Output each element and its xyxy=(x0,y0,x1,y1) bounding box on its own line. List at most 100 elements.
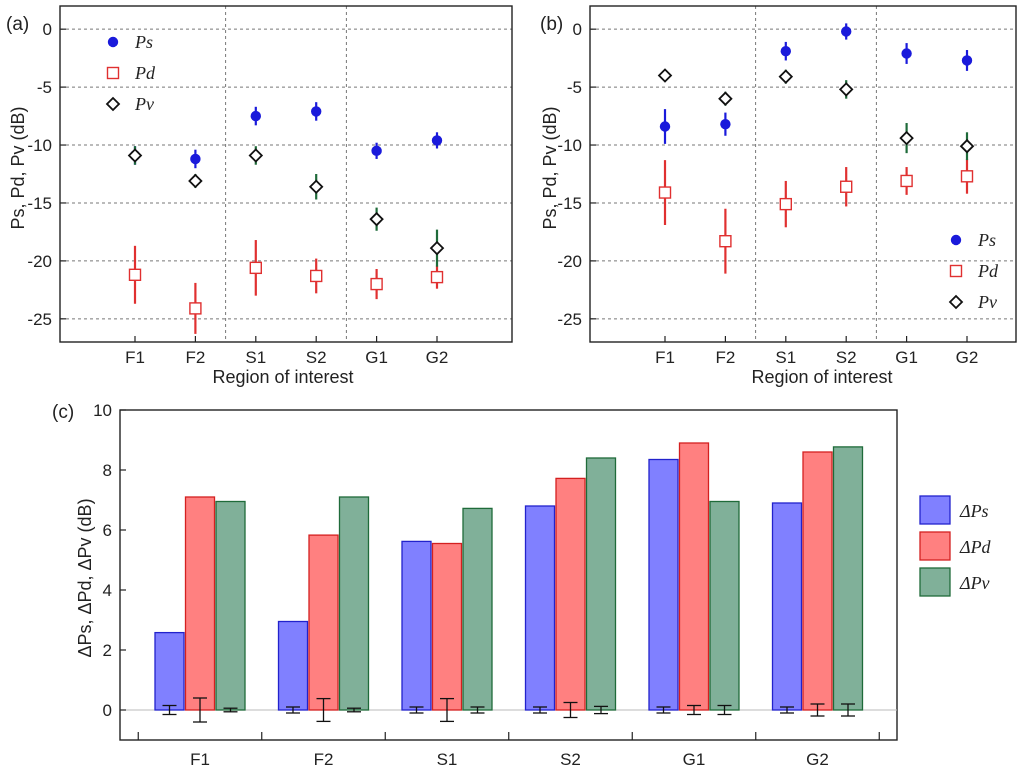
bar-delta-pd xyxy=(678,442,710,711)
data-point-pd xyxy=(960,170,974,183)
legend-marker-pv xyxy=(105,96,121,112)
panel-b-xlabel: Region of interest xyxy=(751,367,892,387)
ytick-label: -25 xyxy=(557,310,582,329)
xtick-label: S2 xyxy=(306,348,327,367)
data-point-pv xyxy=(718,91,733,106)
panel-a-ylabel: Ps, Pd, Pv (dB) xyxy=(8,106,28,229)
data-point-pv xyxy=(778,69,794,84)
xtick-label: G1 xyxy=(683,750,706,769)
data-point-ps xyxy=(720,118,731,130)
xtick-label: S1 xyxy=(775,348,796,367)
data-point-pv xyxy=(127,148,143,163)
ytick-label: -5 xyxy=(37,78,52,97)
bar-delta-pv xyxy=(338,496,370,711)
legend-label: ΔPd xyxy=(959,537,992,557)
xtick-label: S2 xyxy=(836,348,857,367)
bar-delta-ps xyxy=(401,540,432,711)
ytick-label: -25 xyxy=(27,310,52,329)
ytick-label: -10 xyxy=(27,136,52,155)
xtick-label: G2 xyxy=(956,348,979,367)
data-point-ps xyxy=(780,45,791,57)
bar-delta-pv xyxy=(462,507,493,711)
bar-delta-ps xyxy=(648,458,679,711)
panel-b-label: (b) xyxy=(540,14,563,35)
bar-delta-ps xyxy=(524,505,556,711)
ytick-label: -15 xyxy=(557,194,582,213)
data-point-pd xyxy=(900,174,913,188)
bar-delta-pv xyxy=(215,500,246,711)
ytick-label: -20 xyxy=(27,252,52,271)
data-point-pd xyxy=(430,270,444,284)
xtick-label: F1 xyxy=(190,750,210,769)
ytick-label: -20 xyxy=(557,252,582,271)
legend-marker-pd xyxy=(949,264,963,278)
panel-b: (b) Ps, Pd, Pv (dB) Region of interest 0… xyxy=(540,5,1017,387)
data-point-ps xyxy=(841,26,852,37)
panel-c-ylabel: ΔPs, ΔPd, ΔPv (dB) xyxy=(75,498,95,657)
ytick-label: 10 xyxy=(93,401,112,420)
data-point-pv xyxy=(899,130,914,146)
ytick-label: -5 xyxy=(567,78,582,97)
xtick-label: F1 xyxy=(125,348,145,367)
data-point-pd xyxy=(249,261,263,275)
legend-marker-pd xyxy=(106,66,120,80)
bar-delta-pd xyxy=(431,542,463,711)
legend-marker-pv xyxy=(948,294,964,310)
bar-delta-ps xyxy=(154,631,185,711)
ytick-label: 0 xyxy=(573,20,582,39)
bar-delta-pv xyxy=(832,446,864,711)
data-point-pd xyxy=(370,277,383,291)
data-point-ps xyxy=(371,145,382,157)
panel-c: (c) ΔPs, ΔPd, ΔPv (dB) 0 2 4 6 8 10 F1 F2 S1 S2 G1… xyxy=(52,401,992,769)
legend-label: ΔPs xyxy=(959,501,989,521)
legend-label: Pd xyxy=(977,261,999,281)
bar-delta-pd xyxy=(555,477,586,711)
ytick-label: 0 xyxy=(103,701,112,720)
data-point-pv xyxy=(657,68,673,83)
data-point-ps xyxy=(659,121,671,132)
panel-a-label: (a) xyxy=(6,14,29,35)
xtick-label: S2 xyxy=(560,750,581,769)
legend-label: Pv xyxy=(134,94,154,114)
xtick-label: G1 xyxy=(365,348,388,367)
data-point-pv xyxy=(188,173,203,189)
ytick-label: -15 xyxy=(27,194,52,213)
plot-frame xyxy=(59,5,513,343)
ytick-label: 8 xyxy=(103,461,112,480)
data-point-pv xyxy=(369,211,384,227)
legend-label: ΔPv xyxy=(959,573,990,593)
data-point-pv xyxy=(429,240,445,256)
data-point-ps xyxy=(901,48,912,59)
data-point-pd xyxy=(779,197,792,211)
data-point-ps xyxy=(431,135,443,146)
xtick-label: S1 xyxy=(437,750,458,769)
legend-label: Ps xyxy=(134,32,153,52)
data-point-pv xyxy=(959,138,975,154)
data-point-ps xyxy=(250,110,261,122)
ytick-label: 0 xyxy=(43,20,52,39)
ytick-label: -10 xyxy=(557,136,582,155)
xtick-label: S1 xyxy=(245,348,266,367)
legend-label: Ps xyxy=(977,230,996,250)
panel-b-ylabel: Ps, Pd, Pv (dB) xyxy=(540,106,560,229)
ytick-label: 6 xyxy=(103,521,112,540)
xtick-label: F2 xyxy=(314,750,334,769)
data-point-pd xyxy=(840,180,853,193)
data-point-pd xyxy=(658,186,672,199)
data-point-ps xyxy=(190,153,201,165)
legend-swatch-delta-pv xyxy=(919,567,951,597)
bar-delta-pd xyxy=(802,451,833,711)
legend-marker-ps xyxy=(107,36,119,48)
ytick-label: 4 xyxy=(103,581,112,600)
xtick-label: G1 xyxy=(895,348,918,367)
legend-label: Pv xyxy=(977,292,997,312)
xtick-label: F2 xyxy=(715,348,735,367)
legend-marker-ps xyxy=(950,234,962,246)
bar-delta-ps xyxy=(277,620,309,711)
panel-a-xlabel: Region of interest xyxy=(212,367,353,387)
plot-frame xyxy=(589,5,1017,343)
bar-delta-pd xyxy=(184,496,216,711)
data-point-pd xyxy=(128,268,142,281)
legend-label: Pd xyxy=(134,63,156,83)
